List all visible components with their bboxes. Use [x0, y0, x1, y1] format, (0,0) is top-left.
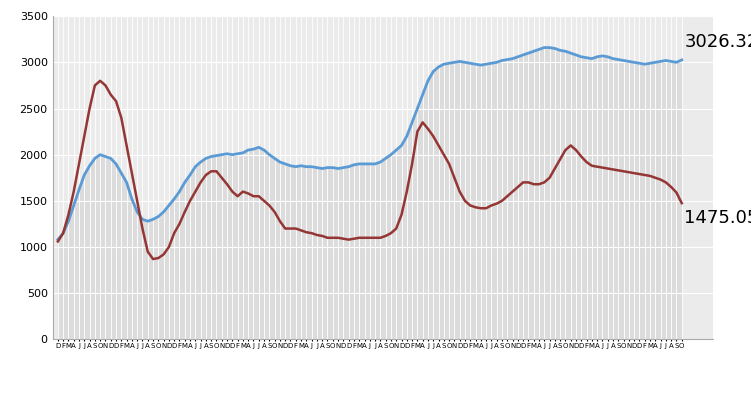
调整后泪深300	[95, 78, 104, 83]
Text: 1475.05: 1475.05	[684, 209, 751, 227]
指数値	[53, 237, 62, 242]
调整后泪深300	[429, 134, 438, 139]
调整后泪深300	[191, 189, 200, 194]
指数値	[593, 55, 602, 59]
调整后泪深300	[53, 239, 62, 244]
调整后泪深300	[519, 180, 528, 185]
Legend: 指数値, 调整后泪深300: 指数値, 调整后泪深300	[234, 401, 426, 404]
调整后泪深300	[260, 198, 269, 203]
指数値	[418, 92, 427, 97]
Line: 调整后泪深300: 调整后泪深300	[58, 81, 682, 259]
指数値	[180, 180, 189, 185]
指数値	[540, 45, 549, 50]
调整后泪深300	[149, 257, 158, 261]
指数値	[561, 49, 570, 54]
指数値	[249, 147, 258, 152]
指数値	[508, 56, 517, 61]
Line: 指数値: 指数値	[58, 48, 682, 240]
调整后泪深300	[598, 165, 607, 170]
Text: 3026.32: 3026.32	[684, 33, 751, 50]
调整后泪深300	[677, 201, 686, 206]
指数値	[677, 57, 686, 62]
调整后泪深300	[566, 143, 575, 148]
